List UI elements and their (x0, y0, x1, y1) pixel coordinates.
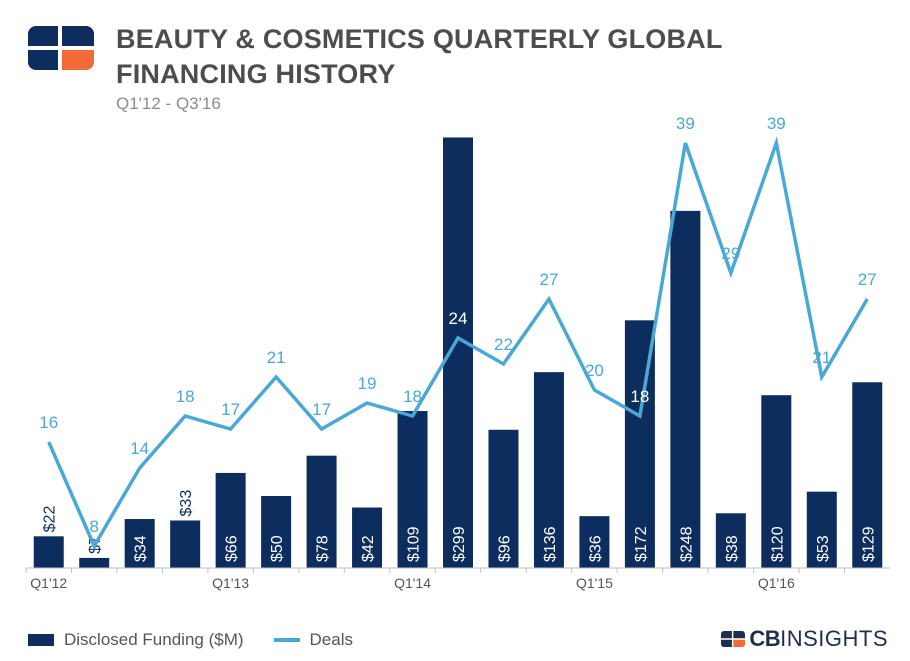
brand-mini-logo-icon (721, 631, 746, 647)
brand-cb: CB (749, 626, 781, 651)
deals-series-line (47, 136, 869, 550)
deals-point-label: 39 (676, 114, 695, 133)
funding-bar (306, 455, 337, 568)
funding-bar (215, 472, 246, 568)
x-axis: Q1'12 Q1'13 Q1'14 Q1'15 Q1'16 (25, 567, 890, 591)
funding-bar-label: $53 (815, 535, 832, 562)
funding-bar-label: $248 (678, 526, 695, 562)
x-tick-label: Q1'14 (394, 575, 431, 591)
funding-bar-label: $172 (633, 526, 650, 562)
legend-deals-swatch (273, 638, 300, 642)
deals-point-label: 19 (358, 374, 377, 393)
funding-bar-label: $22 (42, 506, 59, 533)
funding-bar-label: $299 (451, 526, 468, 562)
funding-bar (79, 557, 110, 568)
funding-bar (170, 520, 201, 568)
funding-bar-label: $96 (496, 535, 513, 562)
deals-point-label: 18 (403, 387, 422, 406)
deals-point-label: 18 (176, 387, 195, 406)
funding-bar-label: $136 (542, 526, 559, 562)
funding-bar-label: $50 (269, 535, 286, 562)
deals-point-label: 16 (39, 413, 58, 432)
legend-deals-label: Deals (309, 630, 353, 649)
funding-bar-label: $42 (360, 535, 377, 562)
deals-point-label: 39 (767, 114, 786, 133)
financing-chart: $22$7 $34$33$66 $50 $78 $42 $109 $299 $96 $136 $3… (25, 114, 890, 591)
deals-point-label: 21 (267, 348, 286, 367)
deals-point-label: 24 (449, 309, 468, 328)
x-tick-label: Q1'16 (758, 575, 795, 591)
deals-point-label: 20 (585, 361, 604, 380)
deals-point-label: 14 (130, 439, 149, 458)
deals-point-label: 27 (858, 270, 877, 289)
legend-funding-label: Disclosed Funding ($M) (64, 630, 244, 649)
x-tick-label: Q1'12 (30, 575, 67, 591)
brand-wordmark: CB INSIGHTS (721, 626, 888, 652)
funding-bar-label: $109 (406, 526, 423, 562)
funding-bar (579, 516, 610, 568)
funding-bar (352, 507, 383, 568)
funding-bar-label: $38 (724, 535, 741, 562)
funding-bar (533, 372, 564, 568)
chart-title: BEAUTY & COSMETICS QUARTERLY GLOBAL FINA… (116, 24, 723, 89)
legend-funding-swatch (28, 634, 54, 646)
deals-point-label: 22 (494, 335, 513, 354)
deals-point-label: 8 (89, 517, 98, 536)
funding-bar-label: $34 (133, 535, 150, 562)
funding-bar (397, 411, 428, 568)
funding-bar-label: $120 (769, 526, 786, 562)
funding-bar-label: $36 (587, 535, 604, 562)
brand-insights: INSIGHTS (780, 626, 888, 651)
deals-point-label: 17 (221, 400, 240, 419)
funding-bar-label: $33 (178, 490, 195, 517)
funding-bar (852, 382, 883, 568)
funding-bar (261, 496, 292, 568)
funding-bar (761, 395, 792, 568)
x-tick-label: Q1'15 (576, 575, 613, 591)
funding-bar (715, 513, 746, 568)
deals-point-label: 17 (312, 400, 331, 419)
funding-bar (488, 429, 519, 568)
funding-bar (33, 536, 64, 568)
deals-line: 16 8 14 18 17 21 17 19 18 24 22 27 20 18 39 29 39 21 27 (39, 114, 877, 550)
funding-bar-label: $78 (315, 535, 332, 562)
deals-point-label: 27 (539, 270, 558, 289)
funding-bar-label: $66 (224, 535, 241, 562)
cb-insights-logo-icon (28, 26, 94, 70)
chart-subtitle: Q1'12 - Q3'16 (116, 94, 221, 113)
deals-point-label: 21 (812, 348, 831, 367)
funding-bar (806, 491, 837, 568)
deals-point-label: 29 (721, 244, 740, 263)
x-tick-label: Q1'13 (212, 575, 249, 591)
funding-bar (124, 519, 155, 568)
funding-bar (670, 210, 701, 568)
deals-point-label: 18 (630, 387, 649, 406)
funding-bar-label: $129 (860, 526, 877, 562)
legend: Disclosed Funding ($M) Deals (28, 628, 353, 652)
